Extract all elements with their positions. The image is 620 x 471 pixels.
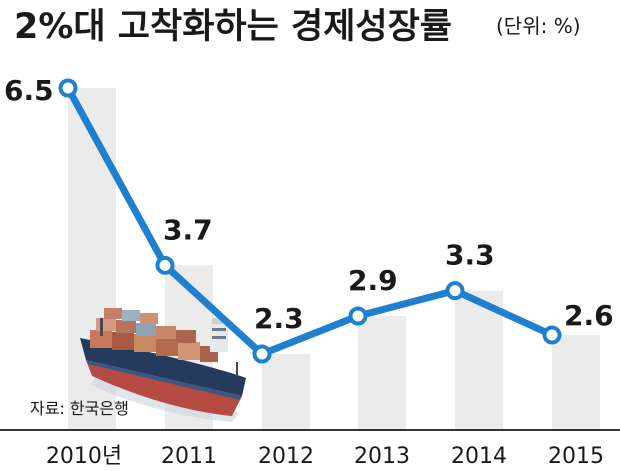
data-point-2012: [252, 344, 272, 364]
data-point-2014: [445, 281, 465, 301]
x-tick-2014: 2014: [451, 444, 507, 469]
data-point-2015: [542, 325, 562, 345]
data-point-2010년: [58, 78, 78, 98]
container-ship-image: [80, 308, 246, 422]
data-label-2012: 2.3: [254, 302, 304, 335]
x-tick-2013: 2013: [354, 444, 410, 469]
data-label-2014: 3.3: [445, 239, 495, 272]
column-bg-2015: [552, 335, 600, 430]
column-bg-2013: [358, 316, 406, 430]
x-tick-2011: 2011: [161, 444, 217, 469]
source-note: 자료: 한국은행: [30, 399, 129, 418]
data-labels: 6.5 3.7 2.3 2.9 3.3 2.6: [4, 74, 614, 335]
data-point-2013: [348, 306, 368, 326]
column-bg-2014: [455, 290, 503, 430]
growth-rate-line: [64, 84, 556, 358]
data-label-2013: 2.9: [348, 264, 398, 297]
data-label-2010년: 6.5: [4, 74, 54, 107]
data-point-2011: [155, 255, 175, 275]
x-tick-2015: 2015: [548, 444, 604, 469]
x-tick-2010년: 2010년: [46, 444, 122, 469]
column-bg-2012: [262, 354, 310, 430]
data-label-2015: 2.6: [564, 299, 614, 332]
data-label-2011: 3.7: [163, 213, 213, 246]
data-point-markers: [58, 78, 562, 364]
x-axis-tick-labels: 2010년 2011 2012 2013 2014 2015: [46, 444, 604, 469]
x-tick-2012: 2012: [258, 444, 314, 469]
chart-unit: (단위: %): [496, 14, 581, 38]
chart-title: 2%대 고착화하는 경제성장률: [14, 7, 452, 47]
